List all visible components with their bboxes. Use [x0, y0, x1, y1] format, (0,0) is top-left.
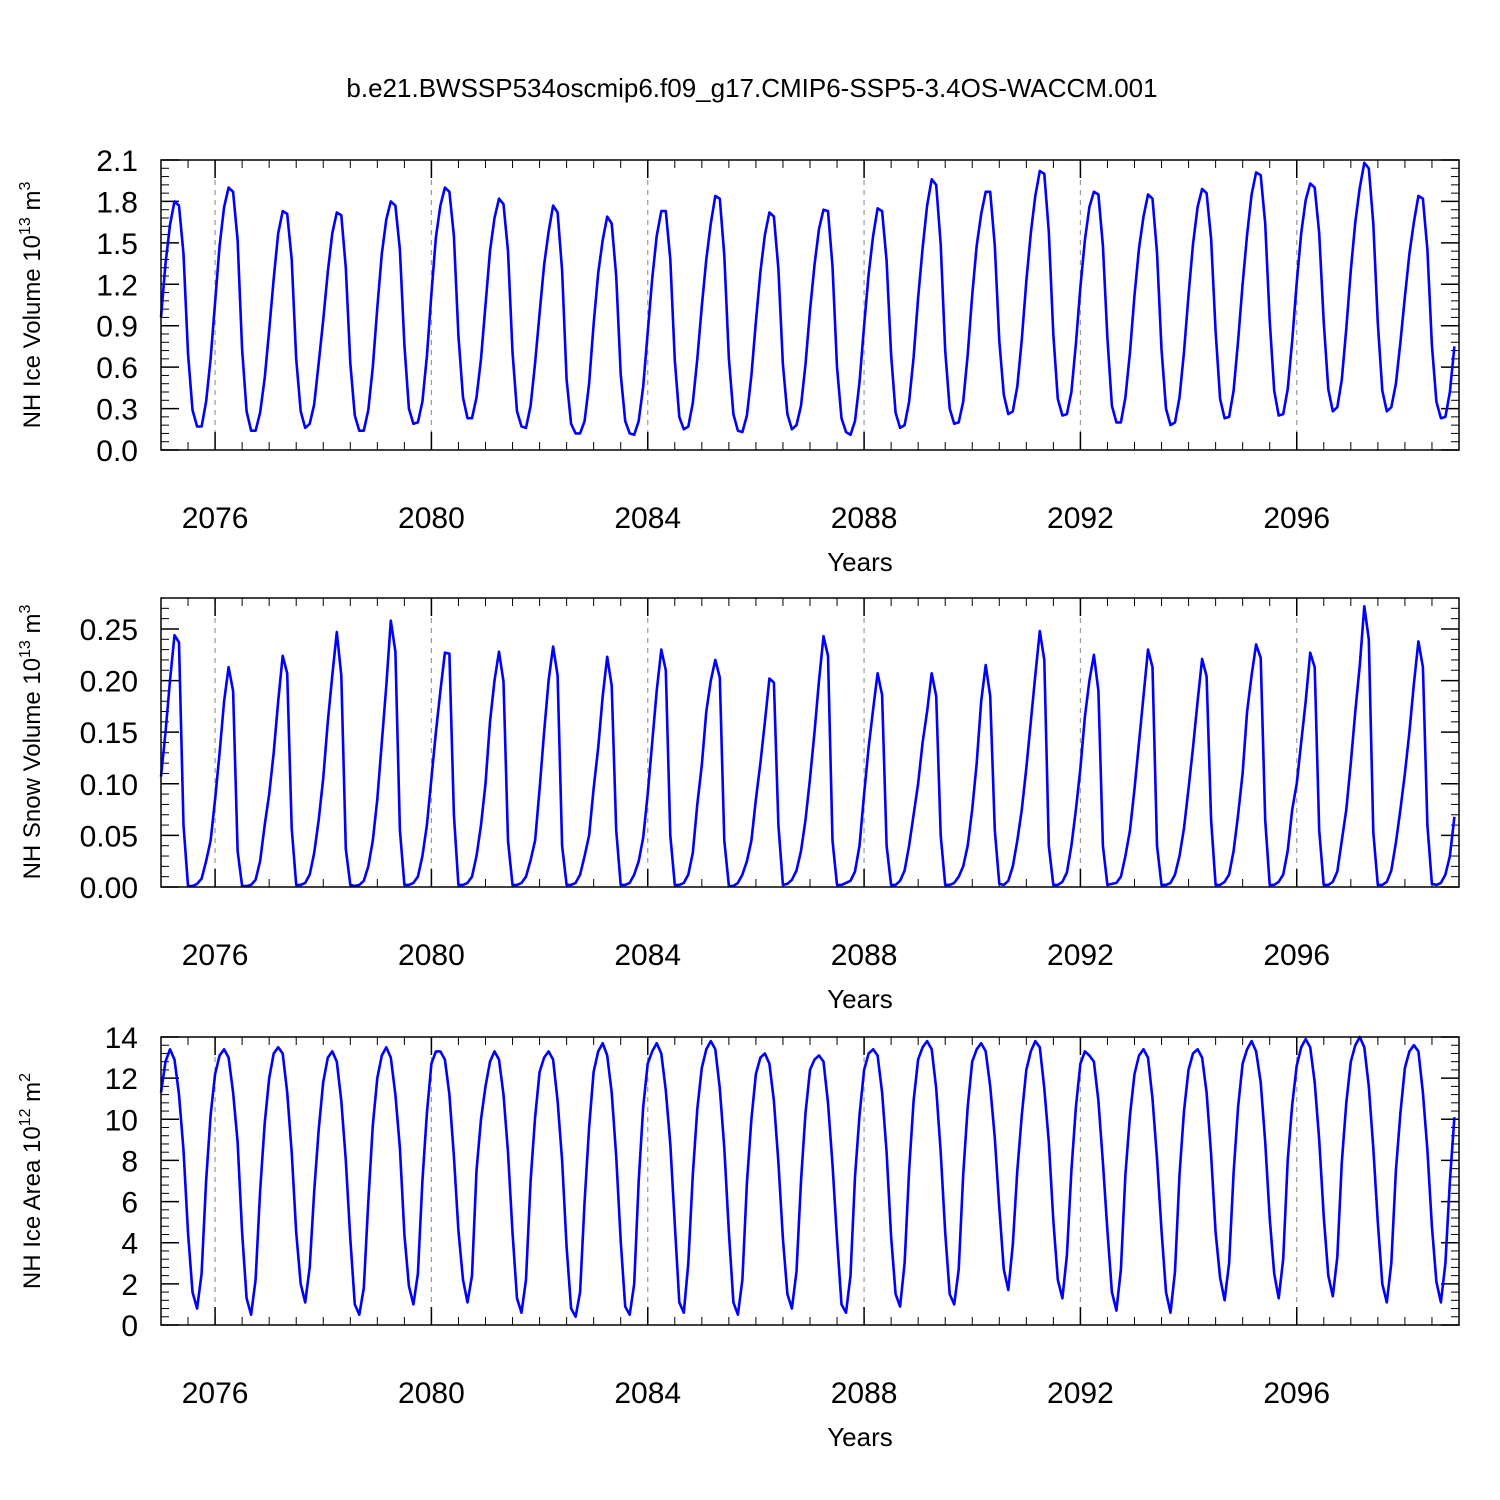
y-tick-label: 0.00	[80, 872, 138, 905]
x-tick-label: 2076	[182, 1377, 249, 1410]
panel-3: 2076 2080 2084 2088 2092 2096 0 2 4 6 8 10 12 14 Years…	[17, 1022, 1460, 1452]
x-tick-label: 2084	[614, 502, 681, 535]
y-tick-label: 0.20	[80, 666, 138, 699]
y-tick-label: 0.6	[96, 352, 138, 385]
y-tick-label: 0.10	[80, 769, 138, 802]
y-tick-label: 8	[121, 1145, 138, 1178]
x-tick-label: 2096	[1263, 939, 1330, 972]
y-tick-label: 0	[121, 1310, 138, 1343]
x-tick-label: 2080	[398, 1377, 465, 1410]
x-tick-label: 2076	[182, 502, 249, 535]
y-tick-label: 4	[121, 1228, 138, 1261]
y-tick-label: 14	[105, 1022, 138, 1055]
y-axis-label: NH Ice Volume 1013 m3	[17, 182, 46, 429]
x-tick-label: 2088	[831, 939, 898, 972]
x-tick-label: 2088	[831, 502, 898, 535]
y-tick-label: 0.0	[96, 435, 138, 468]
y-axis-label: NH Ice Area 1012 m2	[17, 1073, 46, 1289]
x-axis-label: Years	[827, 984, 893, 1014]
y-axis-label: NH Snow Volume 1013 m3	[17, 604, 46, 879]
y-tick-label: 1.2	[96, 269, 138, 302]
x-tick-label: 2080	[398, 939, 465, 972]
panel-2: 2076 2080 2084 2088 2092 2096 0.00 0.05 0.10 0.15…	[17, 597, 1460, 1014]
plot-frame	[160, 1036, 1460, 1326]
y-tick-label: 2	[121, 1269, 138, 1302]
panels: 2076 2080 2084 2088 2092 20960.00.30.60.91.21…	[17, 145, 1460, 1452]
y-tick-label: 6	[121, 1187, 138, 1220]
series-line	[159, 1035, 1456, 1319]
series-line	[159, 604, 1456, 888]
panel-1: 2076 2080 2084 2088 2092 2096 0.0 0.3 0.6 0.9 1.2 1…	[17, 145, 1460, 577]
series-line	[159, 161, 1456, 437]
x-tick-label: 2088	[831, 1377, 898, 1410]
y-tick-label: 10	[105, 1104, 138, 1137]
x-tick-label: 2092	[1047, 502, 1114, 535]
x-tick-label: 2084	[614, 1377, 681, 1410]
figure-title: b.e21.BWSSP534oscmip6.f09_g17.CMIP6-SSP5…	[346, 73, 1157, 103]
x-tick-label: 2076	[182, 939, 249, 972]
y-tick-label: 0.05	[80, 820, 138, 853]
y-tick-label: 0.25	[80, 614, 138, 647]
y-tick-label: 0.9	[96, 311, 138, 344]
y-tick-label: 1.8	[96, 186, 138, 219]
x-tick-label: 2092	[1047, 1377, 1114, 1410]
x-axis-label: Years	[827, 547, 893, 577]
x-tick-label: 2084	[614, 939, 681, 972]
x-tick-label: 2096	[1263, 502, 1330, 535]
x-tick-label: 2096	[1263, 1377, 1330, 1410]
y-tick-label: 12	[105, 1063, 138, 1096]
plot-frame	[160, 597, 1460, 888]
y-tick-label: 0.3	[96, 394, 138, 427]
y-tick-label: 0.15	[80, 717, 138, 750]
y-tick-label: 2.1	[96, 145, 138, 178]
x-axis-label: Years	[827, 1422, 893, 1452]
y-tick-label: 1.5	[96, 228, 138, 261]
plot-frame	[160, 159, 1460, 451]
x-tick-label: 2092	[1047, 939, 1114, 972]
x-tick-label: 2080	[398, 502, 465, 535]
